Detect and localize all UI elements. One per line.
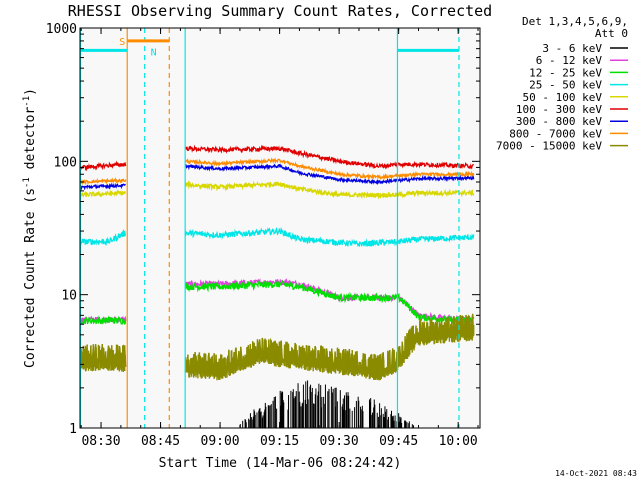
plot-area — [80, 28, 480, 428]
series-line — [184, 279, 475, 326]
series-line — [79, 189, 127, 198]
series-line — [79, 160, 127, 172]
x-tick-label: 09:15 — [260, 434, 299, 449]
legend-entry-label: 12 - 25 keV — [529, 66, 602, 79]
series-800-7000kev — [79, 157, 475, 186]
series-line — [79, 176, 127, 186]
legend-entry-label: 7000 - 15000 keV — [496, 140, 602, 153]
series-line — [184, 313, 475, 378]
legend-entry-label: 25 - 50 keV — [529, 79, 602, 92]
series-line — [185, 144, 475, 170]
series-line — [79, 315, 127, 325]
legend-entry-label: 300 - 800 keV — [516, 115, 602, 128]
y-tick-label: 1000 — [46, 22, 77, 37]
y-axis-label-sup2: -1 — [22, 96, 32, 107]
series-line — [80, 182, 126, 191]
x-axis-label: Start Time (14-Mar-06 08:24:42) — [159, 456, 402, 471]
footer-timestamp: 14-Oct-2021 08:43 — [555, 469, 637, 478]
y-tick-label: 10 — [61, 289, 77, 304]
series-300-800kev — [80, 163, 475, 191]
y-axis-label-main: Corrected Count Rate (s — [23, 188, 38, 368]
legend-entry-label: 3 - 6 keV — [542, 42, 602, 55]
legend-entry-label: 6 - 12 keV — [536, 54, 603, 67]
x-axis-ticks: 08:30 08:45 09:00 09:15 09:30 09:45 10:00 — [80, 28, 479, 449]
series-line — [79, 344, 127, 368]
x-tick-label: 10:00 — [439, 434, 478, 449]
y-tick-label: 1 — [69, 422, 77, 437]
saa-flag-label: S — [119, 37, 125, 48]
y-axis-ticks: 1 10 100 1000 — [46, 22, 480, 437]
legend-header-detectors: Det 1,3,4,5,6,9, — [522, 15, 628, 28]
night-flag-label: N — [151, 47, 157, 58]
y-axis-label-sup1: -1 — [22, 177, 32, 188]
series-line — [185, 157, 475, 181]
chart-title: RHESSI Observing Summary Count Rates, Co… — [68, 2, 492, 20]
x-tick-label: 08:30 — [81, 434, 120, 449]
series-line — [184, 180, 475, 200]
legend-entry-label: 100 - 300 keV — [516, 103, 602, 116]
series-25-50kev — [79, 227, 475, 248]
y-axis-label: Corrected Count Rate (s-1 detector-1) — [22, 88, 38, 368]
series-3-6kev — [239, 380, 415, 428]
x-tick-label: 09:00 — [201, 434, 240, 449]
series-50-100kev — [79, 180, 475, 200]
series-7000-15000kev — [79, 313, 475, 381]
x-tick-label: 09:45 — [379, 434, 418, 449]
series-12-25kev — [79, 279, 475, 326]
legend-entry-label: 50 - 100 keV — [523, 91, 603, 104]
series-line — [185, 163, 475, 186]
y-axis-label-mid: detector — [23, 107, 38, 178]
x-tick-label: 09:30 — [320, 434, 359, 449]
x-tick-label: 08:45 — [141, 434, 180, 449]
series-line — [184, 227, 475, 248]
y-tick-label: 100 — [54, 155, 77, 170]
series-100-300kev — [79, 144, 475, 172]
legend-header-attenuator: Att 0 — [595, 27, 628, 40]
legend-entry-label: 800 - 7000 keV — [509, 127, 602, 140]
series-line — [79, 228, 127, 247]
y-axis-label-end: ) — [23, 88, 38, 96]
